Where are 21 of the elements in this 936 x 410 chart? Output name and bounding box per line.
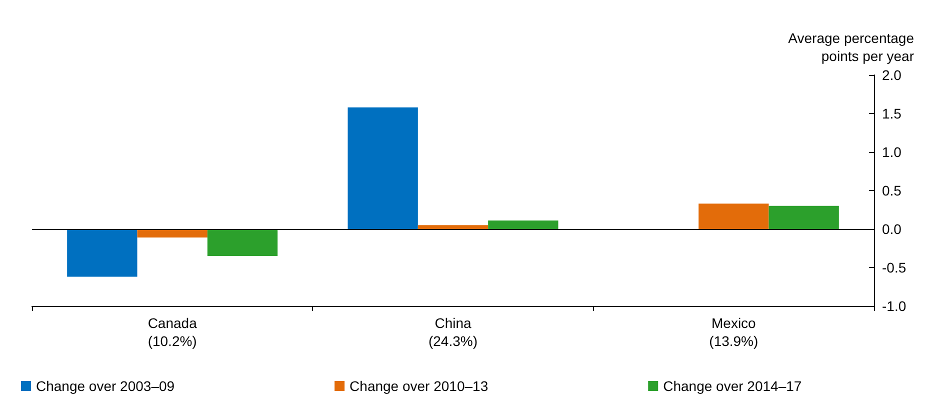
- x-tick-label: Canada (10.2%): [148, 315, 198, 349]
- legend-label: Change over 2003–09: [36, 378, 175, 394]
- bar: [207, 229, 278, 256]
- bar: [488, 220, 558, 229]
- y-tick-label: 2.0: [882, 67, 902, 83]
- bar: [67, 229, 138, 277]
- y-tick-label: 1.5: [882, 106, 902, 122]
- bar: [418, 225, 488, 229]
- y-tick-label: 1.0: [882, 144, 902, 160]
- y-axis-title: Average percentage points per year: [788, 30, 914, 64]
- legend-label: Change over 2010–13: [350, 378, 488, 394]
- bar: [348, 107, 418, 229]
- y-tick-label: 0.0: [882, 221, 902, 237]
- y-tick-label: 0.5: [882, 182, 902, 198]
- bar: [698, 204, 769, 229]
- bar: [768, 206, 839, 229]
- x-tick-label: China (24.3%): [428, 315, 478, 349]
- y-tick-label: -0.5: [882, 260, 906, 276]
- x-tick-label: Mexico (13.9%): [709, 315, 758, 349]
- legend-label: Change over 2014–17: [663, 378, 802, 394]
- y-tick-label: -1.0: [882, 298, 906, 314]
